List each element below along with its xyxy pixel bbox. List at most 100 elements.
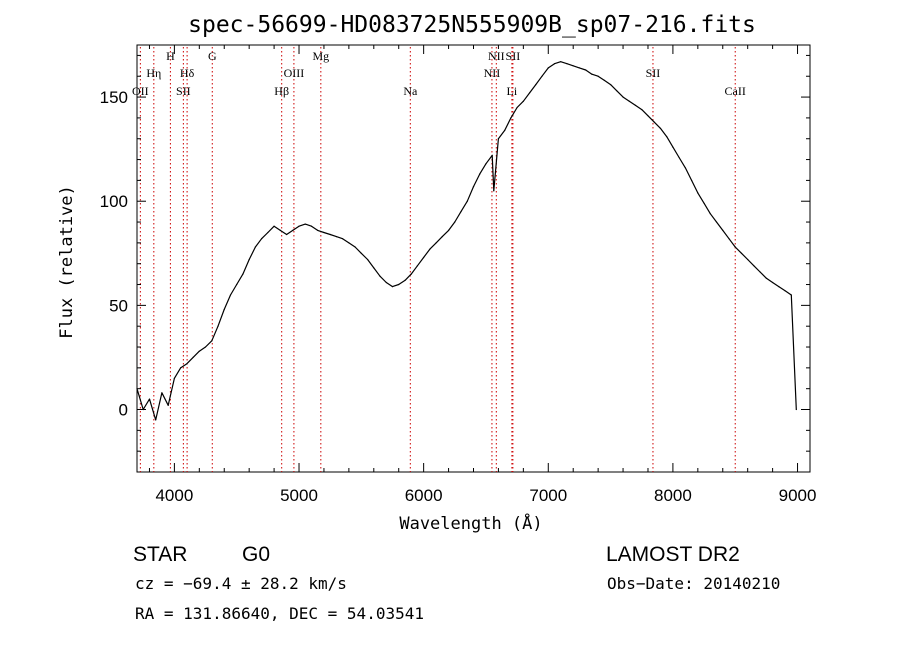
spectrum-data-point [547,67,549,69]
spectrum-data-point [180,367,182,369]
spectrum-series-line [136,61,797,421]
spectrum-data-point [784,290,786,292]
y-axis-label: Flux (relative) [57,185,77,339]
spectrum-data-point [591,73,593,75]
spectrum-data-point [697,192,699,194]
spectral-line-label: Na [403,84,418,98]
spectrum-data-point [603,79,606,81]
spectral-line-label: Hβ [274,84,289,98]
spectrum-data-point [173,377,175,379]
sky-coordinates: RA = 131.86640, DEC = 54.03541 [135,604,424,623]
x-tick-label: 7000 [529,486,567,505]
spectrum-data-point [491,154,493,156]
spectrum-data-point [292,229,294,231]
spectrum-data-point [728,238,730,240]
spectrum-data-point [493,190,495,192]
spectrum-data-point [379,275,381,277]
spectral-line-label: NII [484,66,501,80]
spectrum-data-point [416,265,418,267]
line-markers: OII Hη H SII Hδ G Hβ OIII Mg Na NII NII Li SII SII CaII [132,47,746,472]
spectral-line-label: OII [132,84,149,98]
spectral-line-label: NII [488,49,505,63]
spectrum-data-point [448,229,450,231]
x-tick-label: 9000 [779,486,817,505]
spectrum-data-point [298,225,300,227]
spectrum-data-point [423,256,425,259]
spectrum-data-point [647,115,649,117]
spectrum-data-point [198,350,200,352]
spectrum-data-point [759,271,761,273]
spectrum-data-point [634,104,637,106]
spectrum-data-point [597,75,599,77]
x-tick-label: 5000 [280,486,318,505]
spectral-line-label: OIII [284,66,305,80]
spectrum-data-point [472,186,475,188]
spectrum-data-point [795,408,797,411]
spectrum-data-point [217,325,219,327]
spectrum-data-point [628,100,630,102]
x-tick-label: 4000 [155,486,193,505]
spectrum-data-point [684,167,687,169]
spectrum-data-point [261,238,263,240]
survey-name: LAMOST DR2 [606,543,740,566]
spectrum-data-point [373,267,375,269]
spectrum-data-point [485,163,487,165]
spectrum-data-point [691,179,693,181]
spectrum-data-point [616,90,618,92]
spectrum-data-point [672,146,674,148]
spectral-line-label: Mg [312,49,329,63]
spectrum-data-point [211,340,213,342]
series-layer [136,61,797,421]
spectrum-data-point [497,138,499,140]
spectrum-data-point [329,233,331,236]
spectrum-data-point [335,236,337,238]
spectral-line-label: SII [176,84,191,98]
spectrum-data-point [753,265,755,267]
spectrum-data-point [709,213,711,215]
spectrum-data-point [267,231,269,234]
spectrum-data-point [254,246,256,248]
object-class: STAR [133,543,187,566]
spectrum-data-point [790,294,792,296]
spectrum-data-point [404,279,406,281]
axis-ticks: 4000 5000 6000 7000 8000 9000 0 50 100 150 [100,45,817,505]
spectrum-data-point [678,156,680,159]
spectral-line-label: Hδ [180,66,195,80]
spectrum-data-point [460,211,462,213]
observation-date: Obs−Date: 20140210 [607,574,780,593]
spectrum-data-point [441,236,443,238]
spectral-line-label: SII [506,49,521,63]
spectrum-data-point [553,63,556,65]
spectrum-data-point [653,121,655,123]
spectrum-data-point [516,106,518,109]
y-tick-label: 100 [100,192,128,211]
spectrum-data-point [566,63,568,65]
spectrum-data-point [572,65,574,67]
spectrum-data-point [236,283,238,286]
y-tick-label: 0 [119,401,128,420]
x-tick-label: 6000 [405,486,443,505]
spectrum-data-point [747,258,749,261]
y-tick-label: 50 [109,296,128,315]
spectrum-data-point [535,84,537,86]
spectrum-data-point [529,92,531,94]
spectrum-data-point [385,281,387,284]
spectrum-data-point [740,252,743,254]
spectrum-data-point [410,273,412,275]
spectral-line-label: Li [507,84,518,98]
spectrum-data-point [466,200,468,202]
spectrum-data-point [161,392,163,394]
spectrum-data-point [273,225,275,227]
spectrum-data-point [304,223,306,225]
spectrum-data-point [666,136,668,138]
spectrum-data-point [391,286,394,288]
spectrum-data-point [186,363,188,365]
spectrum-data-point [204,346,207,348]
spectrum-data-point [715,221,718,223]
spectrum-data-point [323,231,325,234]
spectral-line-label: G [208,49,217,63]
chart-title: spec-56699-HD083725N555909B_sp07-216.fit… [188,12,756,38]
spectrum-data-point [429,248,431,250]
spectrum-data-point [248,258,250,261]
plot-frame [136,44,811,473]
